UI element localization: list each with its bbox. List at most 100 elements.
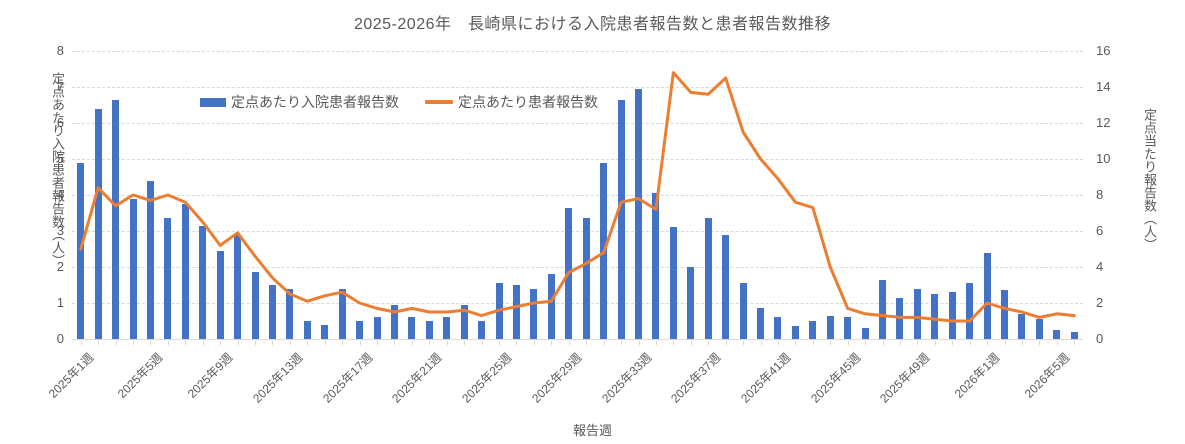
x-axis-tickmark bbox=[237, 341, 239, 345]
bar bbox=[443, 317, 451, 339]
x-axis-tickmark bbox=[655, 341, 657, 345]
gridline bbox=[72, 87, 1083, 88]
bar bbox=[94, 108, 102, 339]
bar bbox=[826, 315, 834, 339]
legend-item-line: 定点あたり患者報告数 bbox=[425, 92, 598, 112]
bar bbox=[617, 99, 625, 339]
y-axis-left-tick-label: 4 bbox=[56, 187, 64, 202]
x-axis-tickmark bbox=[150, 341, 152, 345]
x-axis-tick-label: 2025年17週 bbox=[319, 350, 375, 406]
x-axis-tickmark bbox=[185, 341, 187, 345]
x-axis-tick-label: 2025年9週 bbox=[185, 350, 236, 401]
bar bbox=[791, 326, 799, 339]
x-axis-tick-label: 2025年45週 bbox=[807, 350, 863, 406]
bar bbox=[112, 99, 120, 339]
x-axis-tickmark bbox=[987, 341, 989, 345]
x-axis-tick-label: 2025年13週 bbox=[250, 350, 306, 406]
bar bbox=[1018, 313, 1026, 339]
legend-line-label: 定点あたり患者報告数 bbox=[458, 94, 598, 110]
bar bbox=[216, 250, 224, 339]
bar bbox=[931, 294, 939, 339]
x-axis-tickmark bbox=[586, 341, 588, 345]
y-axis-left-tick-label: 1 bbox=[56, 295, 64, 310]
bar bbox=[757, 308, 765, 339]
bar bbox=[582, 218, 590, 339]
y-axis-left-tick-label: 0 bbox=[56, 331, 64, 346]
bar bbox=[948, 292, 956, 339]
bar bbox=[164, 218, 172, 339]
bar bbox=[234, 234, 242, 339]
x-axis-tickmark bbox=[255, 341, 257, 345]
bar bbox=[739, 283, 747, 339]
bar bbox=[704, 218, 712, 339]
x-axis-tickmark bbox=[743, 341, 745, 345]
x-axis-tickmark bbox=[411, 341, 413, 345]
bar bbox=[809, 321, 817, 339]
bar bbox=[181, 204, 189, 339]
y-axis-right-tick-label: 6 bbox=[1096, 223, 1104, 238]
x-axis-tick-label: 2025年37週 bbox=[668, 350, 724, 406]
y-axis-right-tick-label: 16 bbox=[1096, 43, 1111, 58]
x-axis-tickmark bbox=[499, 341, 501, 345]
x-axis-tickmark bbox=[115, 341, 117, 345]
x-axis-tickmark bbox=[1004, 341, 1006, 345]
x-axis-tickmark bbox=[899, 341, 901, 345]
x-axis-tickmark bbox=[1056, 341, 1058, 345]
bar bbox=[478, 321, 486, 339]
legend-line-swatch-icon bbox=[425, 100, 453, 104]
x-axis-tick-label: 2025年49週 bbox=[877, 350, 933, 406]
gridline bbox=[72, 51, 1083, 52]
x-axis-tickmark bbox=[969, 341, 971, 345]
bar bbox=[669, 227, 677, 339]
bar bbox=[687, 267, 695, 339]
x-axis-tickmark bbox=[777, 341, 779, 345]
y-axis-right-tick-label: 4 bbox=[1096, 259, 1104, 274]
bar bbox=[146, 180, 154, 339]
x-axis-tickmark bbox=[202, 341, 204, 345]
y-axis-right-tick-label: 12 bbox=[1096, 115, 1111, 130]
bar bbox=[1053, 330, 1061, 339]
bar bbox=[966, 283, 974, 339]
bar bbox=[321, 324, 329, 339]
bar bbox=[652, 193, 660, 339]
bar bbox=[861, 328, 869, 339]
bar bbox=[774, 317, 782, 339]
x-axis-tickmark bbox=[272, 341, 274, 345]
bar bbox=[512, 285, 520, 339]
legend-item-bar: 定点あたり入院患者報告数 bbox=[200, 92, 399, 112]
x-axis-tickmark bbox=[324, 341, 326, 345]
x-axis-tickmark bbox=[830, 341, 832, 345]
bar bbox=[199, 225, 207, 339]
x-axis-tickmark bbox=[394, 341, 396, 345]
x-axis-tick-labels: 2025年1週 2025年5週 2025年9週 2025年13週 2025年17週 202… bbox=[46, 341, 1083, 411]
x-axis-tickmark bbox=[220, 341, 222, 345]
x-axis-tickmark bbox=[952, 341, 954, 345]
x-axis-tickmark bbox=[167, 341, 169, 345]
x-axis-tickmark bbox=[708, 341, 710, 345]
gridline bbox=[72, 231, 1083, 232]
y-axis-right-tick-label: 2 bbox=[1096, 295, 1104, 310]
bar bbox=[1001, 290, 1009, 339]
bar bbox=[635, 88, 642, 339]
bar bbox=[722, 234, 730, 339]
bar bbox=[844, 317, 852, 339]
bar bbox=[547, 274, 555, 339]
x-axis-tickmark bbox=[760, 341, 762, 345]
gridline bbox=[72, 195, 1083, 196]
bar bbox=[338, 288, 346, 339]
x-axis-tickmark bbox=[377, 341, 379, 345]
bar bbox=[77, 162, 85, 339]
y-axis-left-tick-label: 3 bbox=[56, 223, 64, 238]
y-axis-left-tick-label: 5 bbox=[56, 151, 64, 166]
x-axis-tickmark bbox=[865, 341, 867, 345]
bar bbox=[286, 288, 294, 339]
x-axis-tickmark bbox=[359, 341, 361, 345]
x-axis-tickmark bbox=[446, 341, 448, 345]
bar bbox=[356, 321, 364, 339]
bar bbox=[460, 304, 468, 339]
x-axis-tickmark bbox=[812, 341, 814, 345]
bar bbox=[129, 198, 137, 339]
x-axis-tickmark bbox=[1074, 341, 1076, 345]
x-axis-tick-label: 2025年21週 bbox=[389, 350, 445, 406]
